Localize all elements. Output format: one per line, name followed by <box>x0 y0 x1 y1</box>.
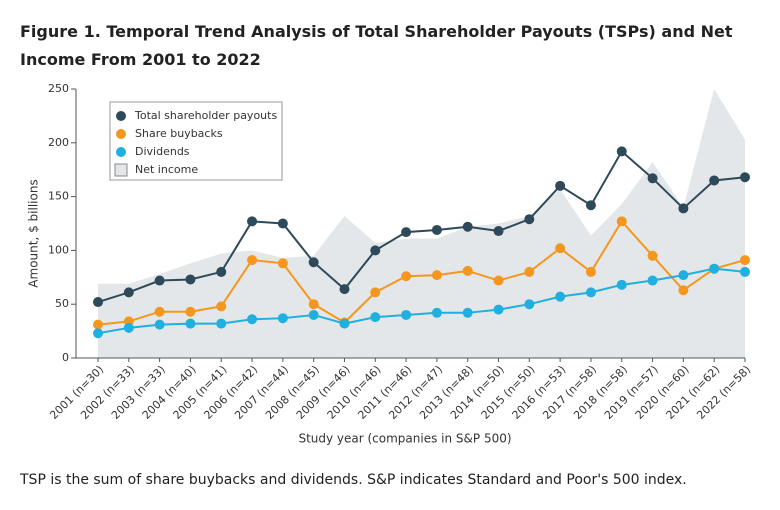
marker <box>431 307 442 318</box>
legend-swatch <box>116 111 126 121</box>
marker <box>154 319 165 330</box>
marker <box>216 301 227 312</box>
marker <box>277 218 288 229</box>
line <box>97 267 746 335</box>
marker <box>524 214 535 225</box>
y-tick-label: 200 <box>48 136 69 149</box>
marker <box>339 284 350 295</box>
marker <box>370 287 381 298</box>
marker <box>493 304 504 315</box>
marker <box>740 172 750 183</box>
marker <box>524 266 535 277</box>
marker <box>401 227 412 238</box>
marker <box>585 266 596 277</box>
legend-label: Dividends <box>135 145 190 158</box>
y-tick-label: 0 <box>62 351 69 364</box>
legend-swatch <box>116 147 126 157</box>
legend-swatch <box>116 129 126 139</box>
legend-label: Share buybacks <box>135 127 223 140</box>
marker <box>678 203 689 214</box>
area <box>98 89 745 358</box>
marker <box>93 297 103 308</box>
marker <box>247 255 258 266</box>
marker <box>154 306 165 317</box>
marker <box>493 226 504 237</box>
marker <box>308 257 319 268</box>
marker <box>555 243 566 254</box>
marker <box>616 216 627 227</box>
marker <box>709 263 720 274</box>
legend-swatch <box>114 163 128 177</box>
marker <box>370 245 381 256</box>
marker <box>185 318 196 329</box>
marker <box>123 287 134 298</box>
caption: TSP is the sum of share buybacks and div… <box>20 472 687 488</box>
marker <box>462 307 473 318</box>
marker <box>185 274 196 285</box>
marker <box>616 146 627 157</box>
y-axis-label: Amount, $ billions <box>27 179 41 287</box>
marker <box>678 270 689 281</box>
line <box>97 219 746 326</box>
marker <box>123 322 134 333</box>
marker <box>709 175 720 186</box>
marker <box>277 313 288 324</box>
y-tick-label: 100 <box>48 243 69 256</box>
marker <box>647 173 658 184</box>
marker <box>216 318 227 329</box>
marker <box>431 270 442 281</box>
marker <box>247 314 258 325</box>
marker <box>93 319 103 330</box>
marker <box>647 250 658 261</box>
marker <box>555 180 566 191</box>
x-axis-label: Study year (companies in S&P 500) <box>298 432 511 446</box>
legend-label: Total shareholder payouts <box>134 109 277 122</box>
marker <box>616 279 627 290</box>
marker <box>431 224 442 235</box>
marker <box>555 291 566 302</box>
y-tick-label: 250 <box>48 82 69 95</box>
y-tick-label: 150 <box>48 190 69 203</box>
y-tick-label: 50 <box>55 297 69 310</box>
marker <box>401 271 412 282</box>
marker <box>740 255 750 266</box>
marker <box>524 299 535 310</box>
marker <box>339 318 350 329</box>
marker <box>401 309 412 320</box>
marker <box>678 285 689 296</box>
legend-label: Net income <box>135 163 198 176</box>
marker <box>740 266 750 277</box>
marker <box>277 258 288 269</box>
marker <box>493 275 504 286</box>
marker <box>647 275 658 286</box>
marker <box>462 221 473 232</box>
marker <box>93 328 103 339</box>
marker <box>370 312 381 323</box>
legend-box <box>109 101 283 181</box>
marker <box>585 200 596 211</box>
marker <box>247 216 258 227</box>
marker <box>216 266 227 277</box>
marker <box>308 309 319 320</box>
marker <box>585 287 596 298</box>
marker <box>154 275 165 286</box>
marker <box>462 265 473 276</box>
marker <box>308 299 319 310</box>
line <box>97 149 746 304</box>
marker <box>185 306 196 317</box>
chart-title: Figure 1. Temporal Trend Analysis of Tot… <box>20 22 733 69</box>
